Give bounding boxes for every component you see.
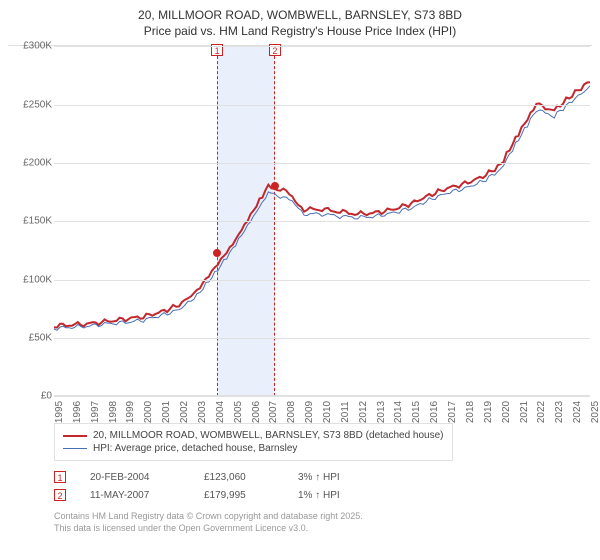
- x-axis-label: 2005: [233, 401, 244, 423]
- gridline: [54, 105, 590, 106]
- x-axis-label: 2012: [358, 401, 369, 423]
- legend-item-hpi: HPI: Average price, detached house, Barn…: [63, 443, 444, 454]
- x-axis-label: 2016: [429, 401, 440, 423]
- chart-title: 20, MILLMOOR ROAD, WOMBWELL, BARNSLEY, S…: [8, 8, 592, 39]
- legend: 20, MILLMOOR ROAD, WOMBWELL, BARNSLEY, S…: [54, 423, 453, 461]
- x-axis-label: 2013: [376, 401, 387, 423]
- sale-date-2: 11-MAY-2007: [90, 490, 180, 501]
- y-axis-label: £300K: [8, 41, 52, 52]
- sale-delta-1: 3% ↑ HPI: [298, 472, 340, 483]
- x-axis-label: 2014: [393, 401, 404, 423]
- x-axis-label: 2007: [268, 401, 279, 423]
- x-axis-label: 2017: [447, 401, 458, 423]
- x-axis-label: 2010: [322, 401, 333, 423]
- x-axis-label: 2000: [143, 401, 154, 423]
- x-axis-label: 1996: [72, 401, 83, 423]
- x-axis-label: 2009: [304, 401, 315, 423]
- gridline: [54, 46, 590, 47]
- x-axis-label: 2015: [411, 401, 422, 423]
- x-axis-label: 1999: [125, 401, 136, 423]
- series-hpi: [54, 86, 590, 330]
- gridline: [54, 280, 590, 281]
- gridline: [54, 163, 590, 164]
- sale-delta-2: 1% ↑ HPI: [298, 490, 340, 501]
- legend-label-hpi: HPI: Average price, detached house, Barn…: [93, 443, 297, 454]
- y-axis-label: £150K: [8, 216, 52, 227]
- x-axis-label: 2023: [554, 401, 565, 423]
- x-axis-label: 2004: [215, 401, 226, 423]
- x-axis-label: 2011: [340, 401, 351, 423]
- y-axis-label: £100K: [8, 274, 52, 285]
- y-axis-label: £0: [8, 391, 52, 402]
- legend-swatch-price-paid: [63, 435, 87, 437]
- x-axis-label: 2006: [251, 401, 262, 423]
- x-axis-label: 2022: [536, 401, 547, 423]
- x-axis-label: 2024: [572, 401, 583, 423]
- chart-area: 12 £0£50K£100K£150K£200K£250K£300K 19951…: [8, 45, 592, 415]
- x-axis-label: 2001: [161, 401, 172, 423]
- legend-swatch-hpi: [63, 448, 87, 449]
- y-axis-label: £250K: [8, 99, 52, 110]
- legend-item-price-paid: 20, MILLMOOR ROAD, WOMBWELL, BARNSLEY, S…: [63, 430, 444, 441]
- x-axis-label: 2020: [501, 401, 512, 423]
- x-axis-label: 2002: [179, 401, 190, 423]
- x-axis-label: 1998: [108, 401, 119, 423]
- sale-marker-2: 2: [54, 489, 66, 501]
- sale-marker-1: 1: [54, 471, 66, 483]
- x-axis-label: 2018: [465, 401, 476, 423]
- x-axis-label: 1997: [90, 401, 101, 423]
- x-axis-label: 2025: [590, 401, 600, 423]
- sale-row-2: 2 11-MAY-2007 £179,995 1% ↑ HPI: [54, 489, 592, 501]
- title-line2: Price paid vs. HM Land Registry's House …: [8, 24, 592, 40]
- x-axis-label: 1995: [54, 401, 65, 423]
- sale-dot-1: [213, 249, 221, 257]
- attribution-line1: Contains HM Land Registry data © Crown c…: [54, 511, 592, 523]
- gridline: [54, 338, 590, 339]
- y-axis-label: £200K: [8, 157, 52, 168]
- attribution: Contains HM Land Registry data © Crown c…: [54, 511, 592, 534]
- legend-label-price-paid: 20, MILLMOOR ROAD, WOMBWELL, BARNSLEY, S…: [93, 430, 444, 441]
- y-axis-label: £50K: [8, 332, 52, 343]
- x-axis-label: 2021: [519, 401, 530, 423]
- sale-date-1: 20-FEB-2004: [90, 472, 180, 483]
- attribution-line2: This data is licensed under the Open Gov…: [54, 523, 592, 535]
- sales-table: 1 20-FEB-2004 £123,060 3% ↑ HPI 2 11-MAY…: [54, 471, 592, 501]
- sale-row-1: 1 20-FEB-2004 £123,060 3% ↑ HPI: [54, 471, 592, 483]
- x-axis-label: 2008: [286, 401, 297, 423]
- sale-dot-2: [271, 182, 279, 190]
- gridline: [54, 221, 590, 222]
- x-axis: 1995199619971998199920002001200220032004…: [54, 395, 590, 415]
- x-axis-label: 2019: [483, 401, 494, 423]
- series-price_paid: [54, 82, 590, 328]
- title-line1: 20, MILLMOOR ROAD, WOMBWELL, BARNSLEY, S…: [8, 8, 592, 24]
- sale-price-2: £179,995: [204, 490, 274, 501]
- x-axis-label: 2003: [197, 401, 208, 423]
- plot-region: 12: [54, 46, 590, 396]
- sale-price-1: £123,060: [204, 472, 274, 483]
